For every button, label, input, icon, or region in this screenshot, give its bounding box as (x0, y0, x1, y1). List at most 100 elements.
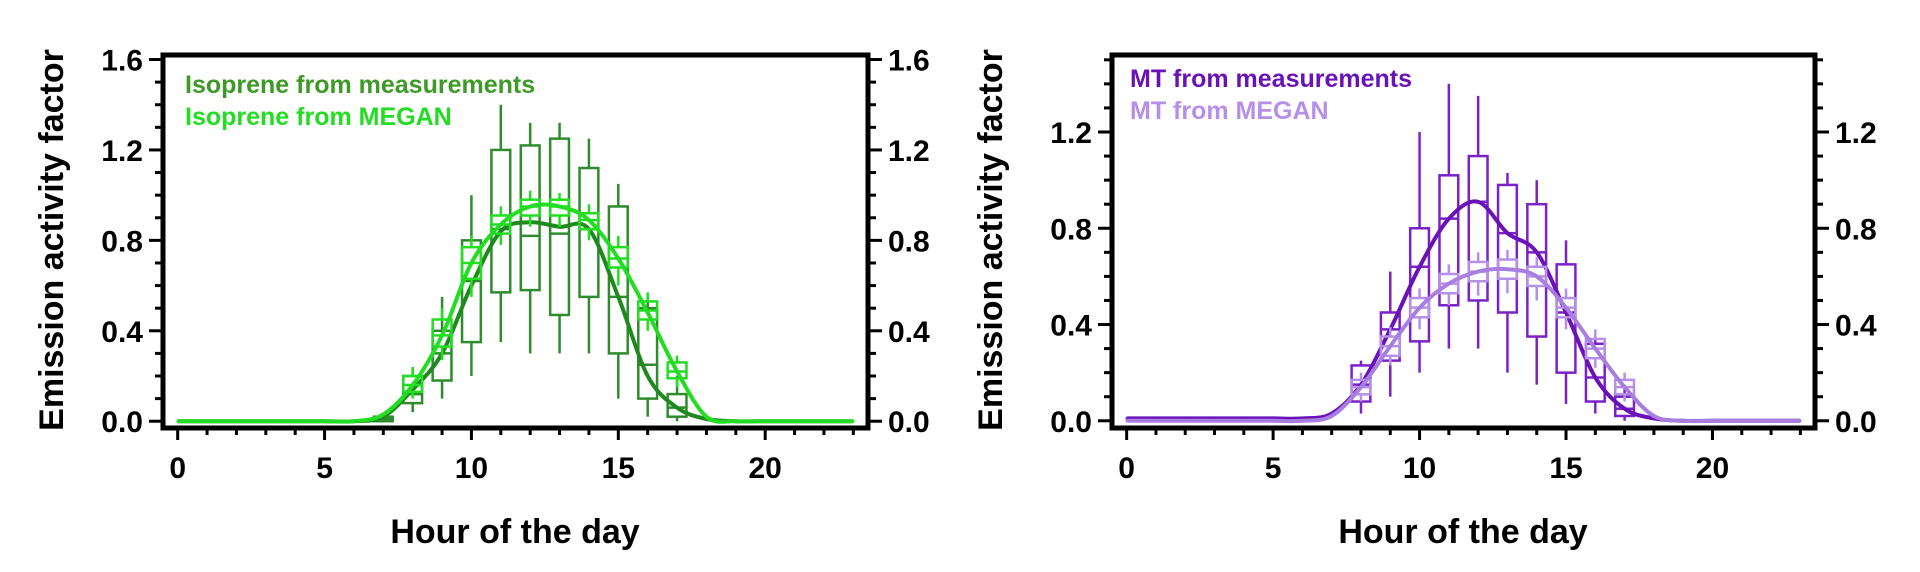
series-line (1126, 199, 1801, 423)
x-tick-label: 20 (1696, 452, 1729, 485)
data-point (705, 415, 708, 418)
data-point (1447, 217, 1451, 220)
data-point (1711, 419, 1714, 422)
data-point (1652, 414, 1656, 418)
data-point (763, 420, 767, 423)
box (519, 144, 541, 292)
x-axis-title: Hour of the day (1338, 513, 1587, 551)
series-line (177, 220, 854, 424)
data-point (293, 420, 297, 423)
y-tick-label: 0.8 (101, 225, 143, 258)
data-point (1271, 419, 1275, 422)
data-point (1418, 265, 1421, 268)
box (607, 205, 629, 355)
box (1496, 183, 1519, 314)
data-point (1330, 414, 1333, 418)
x-axis-title: Hour of the day (390, 513, 639, 551)
data-point (1184, 419, 1187, 422)
data-point (1564, 306, 1568, 309)
data-point (1242, 419, 1246, 422)
y-tick-label: 1.6 (101, 45, 143, 78)
data-point (675, 370, 679, 373)
data-point (528, 205, 532, 208)
data-point (1535, 251, 1538, 254)
data-point (1301, 419, 1304, 422)
x-tick-label: 15 (1549, 452, 1582, 485)
data-point (1359, 385, 1363, 389)
data-point (1681, 419, 1685, 422)
y-tick-label: 0.0 (1050, 406, 1092, 439)
x-tick-label: 0 (169, 452, 186, 485)
data-point (499, 230, 503, 233)
data-point (646, 374, 649, 378)
box (431, 318, 453, 348)
box (1467, 154, 1489, 302)
data-point (470, 261, 473, 265)
legend-label-megan: MT from MEGAN (1130, 97, 1329, 125)
series-0 (176, 104, 855, 424)
box (666, 392, 688, 418)
data-point (587, 218, 591, 222)
data-point (323, 420, 326, 423)
x-tick-label: 15 (602, 452, 635, 485)
x-tick-label: 10 (1403, 452, 1436, 485)
data-point (1535, 275, 1538, 278)
box (1584, 342, 1606, 403)
plot-frame (1109, 52, 1818, 431)
y-tick-label-right: 1.2 (1835, 117, 1877, 150)
series-0 (1125, 83, 1802, 423)
data-point (235, 420, 238, 423)
data-point (1623, 407, 1626, 410)
series-line (1126, 266, 1801, 424)
data-point (675, 406, 679, 409)
x-tick-label: 5 (1265, 452, 1282, 485)
data-point (1506, 231, 1509, 235)
y-tick-label: 1.2 (1050, 117, 1092, 150)
data-point (1389, 344, 1392, 348)
y-tick-label: 0.0 (101, 406, 143, 439)
data-point (176, 420, 179, 423)
data-point (1623, 385, 1626, 389)
data-point (734, 420, 738, 423)
y-tick-label: 0.8 (1050, 213, 1092, 246)
data-point (440, 334, 444, 337)
series-1 (1125, 249, 1802, 424)
y-tick-label: 1.2 (101, 135, 143, 168)
data-point (1125, 419, 1128, 422)
data-point (1213, 419, 1216, 422)
data-point (1506, 267, 1509, 271)
x-tick-label: 5 (316, 452, 333, 485)
data-point (264, 420, 268, 423)
y-tick-label-right: 1.6 (888, 45, 930, 78)
data-point (558, 205, 561, 208)
isoprene-chart: 0 5 10 15 20 0.0 0.0 0.4 0.4 0.8 0.8 1.2 1.2 1.6 1.6 H… (33, 45, 930, 551)
y-tick-label-right: 0.4 (888, 316, 930, 349)
x-tick-label: 10 (455, 452, 488, 485)
data-point (617, 257, 620, 260)
y-tick-label: 0.4 (1050, 310, 1092, 343)
data-point (1154, 419, 1158, 422)
y-tick-label-right: 1.2 (888, 135, 930, 168)
data-point (1564, 311, 1568, 314)
data-point (1594, 376, 1597, 379)
legend-label-megan: Isoprene from MEGAN (185, 103, 452, 131)
data-point (1769, 419, 1773, 422)
y-tick-label-right: 0.0 (888, 406, 930, 439)
y-tick-label-right: 0.0 (1835, 406, 1877, 439)
data-point (617, 295, 620, 299)
series-line (177, 202, 854, 424)
data-point (411, 383, 414, 387)
data-point (1476, 270, 1480, 273)
data-point (1476, 200, 1480, 203)
data-point (1447, 282, 1451, 285)
y-tick-label: 0.4 (101, 316, 143, 349)
data-point (205, 420, 209, 423)
data-point (382, 413, 385, 416)
box (1526, 202, 1548, 338)
monoterpene-chart: 0 5 10 15 20 0.0 0.0 0.4 0.4 0.8 0.8 1.2 1.2 Hour of… (972, 49, 1877, 551)
data-point (499, 223, 503, 226)
data-point (646, 311, 649, 314)
y-tick-label-right: 0.8 (1835, 213, 1877, 246)
y-axis-title: Emission activity factor (33, 49, 71, 431)
